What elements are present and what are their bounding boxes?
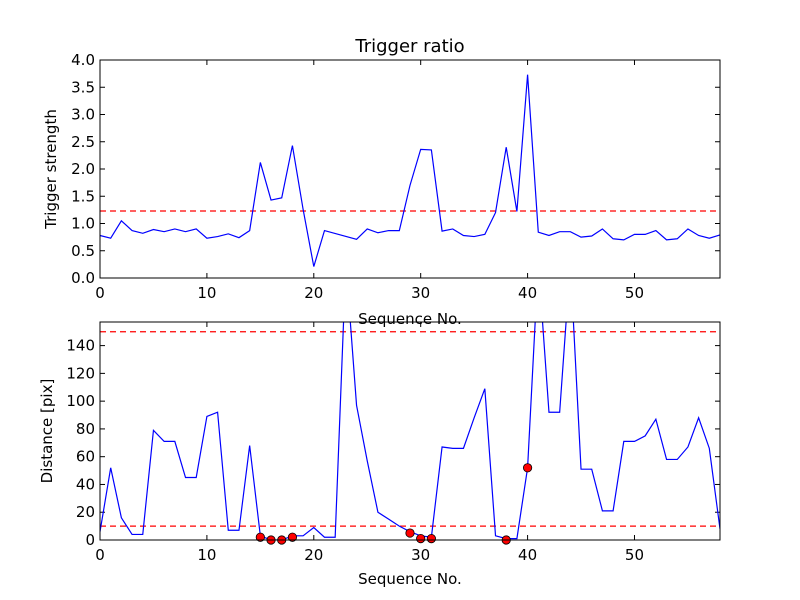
x-tick-label: 30 <box>411 546 430 564</box>
trigger-marker <box>522 463 533 473</box>
x-axis-label: Sequence No. <box>358 570 462 588</box>
y-axis-label: Distance [pix] <box>38 379 56 484</box>
y-tick-label: 60 <box>76 448 95 466</box>
y-tick-label: 100 <box>66 392 95 410</box>
y-tick-label: 80 <box>76 420 95 438</box>
trigger-ratio-chart: Trigger ratio 0 10 20 30 40 50 0.0 0.5 1.0 1.5 2.0… <box>42 36 721 328</box>
chart-title: Trigger ratio <box>354 36 464 57</box>
trigger-marker <box>416 534 426 544</box>
trigger-marker <box>426 534 436 544</box>
y-axis-label: Trigger strength <box>42 109 60 230</box>
y-tick-label: 1.0 <box>71 215 95 233</box>
x-tick-label: 30 <box>411 284 430 302</box>
y-tick-label: 3.5 <box>71 78 95 96</box>
trigger-marker <box>255 532 265 542</box>
x-tick-label: 50 <box>625 284 644 302</box>
y-tick-label: 0.5 <box>71 242 95 260</box>
x-tick-label: 0 <box>95 546 105 564</box>
top-axis-ticks: 0 10 20 30 40 50 0.0 0.5 1.0 1.5 2.0 2.5 3.0 3.5 4.0 <box>71 51 720 302</box>
top-plot-frame <box>99 59 721 279</box>
x-tick-label: 0 <box>95 284 105 302</box>
trigger-strength-line <box>99 74 721 267</box>
x-axis-label: Sequence No. <box>358 310 462 328</box>
x-tick-label: 40 <box>518 284 537 302</box>
bottom-plot-frame <box>99 321 721 541</box>
x-tick-label: 50 <box>625 546 644 564</box>
y-tick-label: 120 <box>66 364 95 382</box>
y-tick-label: 2.5 <box>71 133 95 151</box>
y-tick-label: 140 <box>66 337 95 355</box>
threshold-lines <box>100 331 720 527</box>
y-tick-label: 0 <box>85 531 95 549</box>
y-tick-label: 3.0 <box>71 106 95 124</box>
y-tick-label: 2.0 <box>71 160 95 178</box>
trigger-marker <box>287 532 298 542</box>
distance-chart: 0 10 20 30 40 50 0 20 40 60 80 100 120 140 Sequence N… <box>38 321 721 588</box>
y-tick-label: 40 <box>76 475 95 493</box>
y-tick-label: 20 <box>76 503 95 521</box>
trigger-marker <box>405 528 415 538</box>
x-tick-label: 20 <box>304 546 323 564</box>
x-tick-label: 20 <box>304 284 323 302</box>
x-tick-label: 10 <box>197 546 216 564</box>
y-tick-label: 0.0 <box>71 269 95 287</box>
y-tick-label: 4.0 <box>71 51 95 69</box>
x-tick-label: 10 <box>197 284 216 302</box>
trigger-markers <box>255 463 533 545</box>
x-tick-label: 40 <box>518 546 537 564</box>
bottom-axis-ticks: 0 10 20 30 40 50 0 20 40 60 80 100 120 140 <box>66 322 720 564</box>
y-tick-label: 1.5 <box>71 187 95 205</box>
